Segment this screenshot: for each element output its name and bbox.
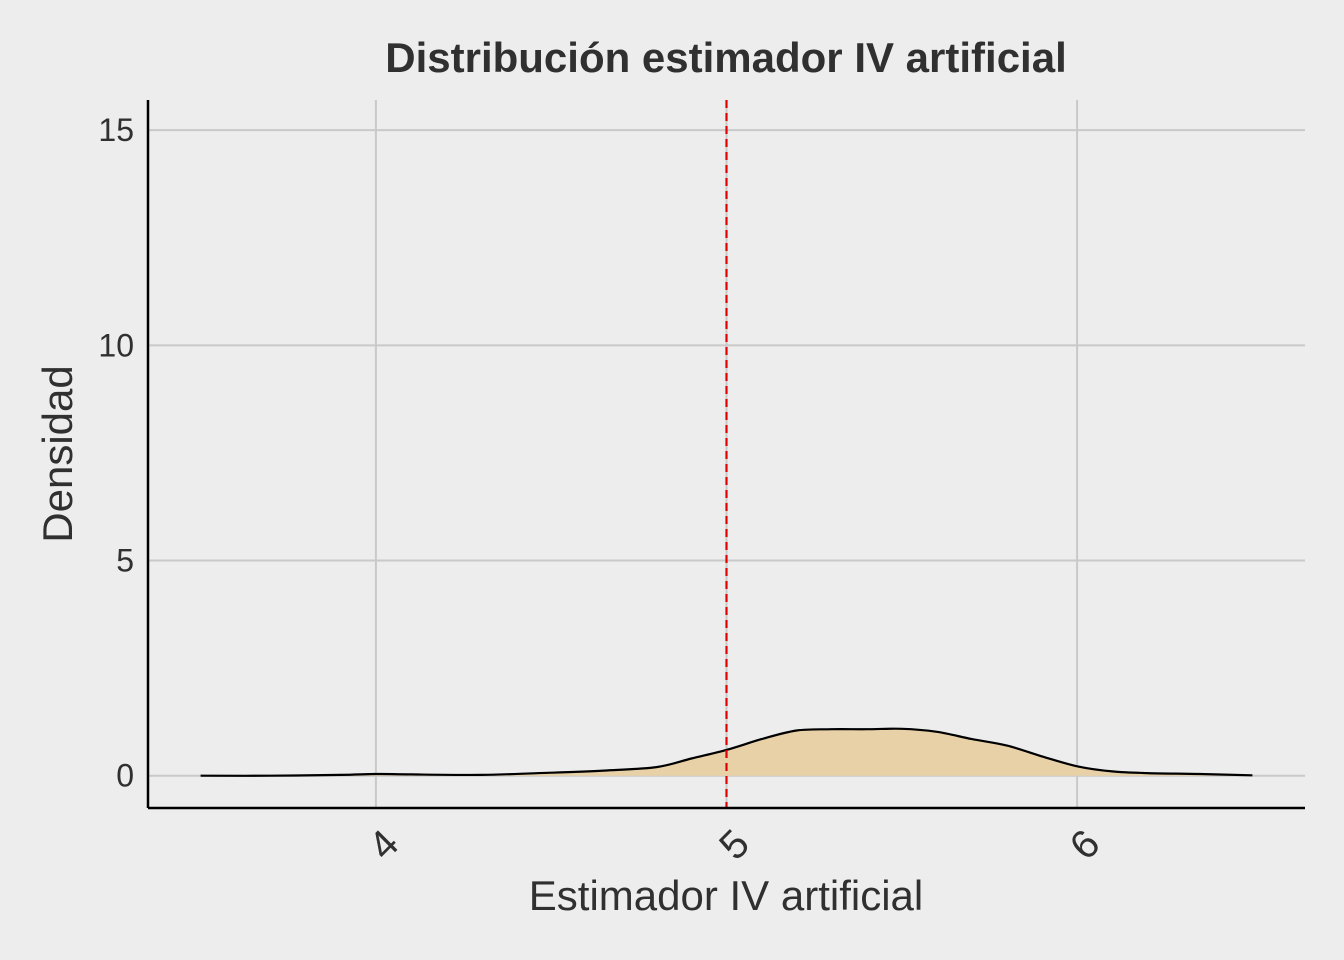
x-axis-title: Estimador IV artificial [529, 872, 923, 919]
y-tick-label: 15 [98, 112, 134, 148]
y-tick-label: 10 [98, 327, 134, 363]
x-tick-label: 6 [1062, 822, 1109, 869]
x-tick-labels: 4 5 6 [360, 822, 1108, 869]
y-axis-title: Densidad [34, 365, 81, 542]
y-tick-labels: 0 5 10 15 [98, 112, 134, 794]
y-tick-label: 0 [116, 758, 134, 794]
y-tick-label: 5 [116, 543, 134, 579]
x-tick-label: 4 [360, 822, 407, 869]
axes [146, 100, 1305, 810]
x-tick-label: 5 [711, 822, 758, 869]
chart-title: Distribución estimador IV artificial [385, 34, 1067, 81]
density-line [200, 727, 1253, 777]
